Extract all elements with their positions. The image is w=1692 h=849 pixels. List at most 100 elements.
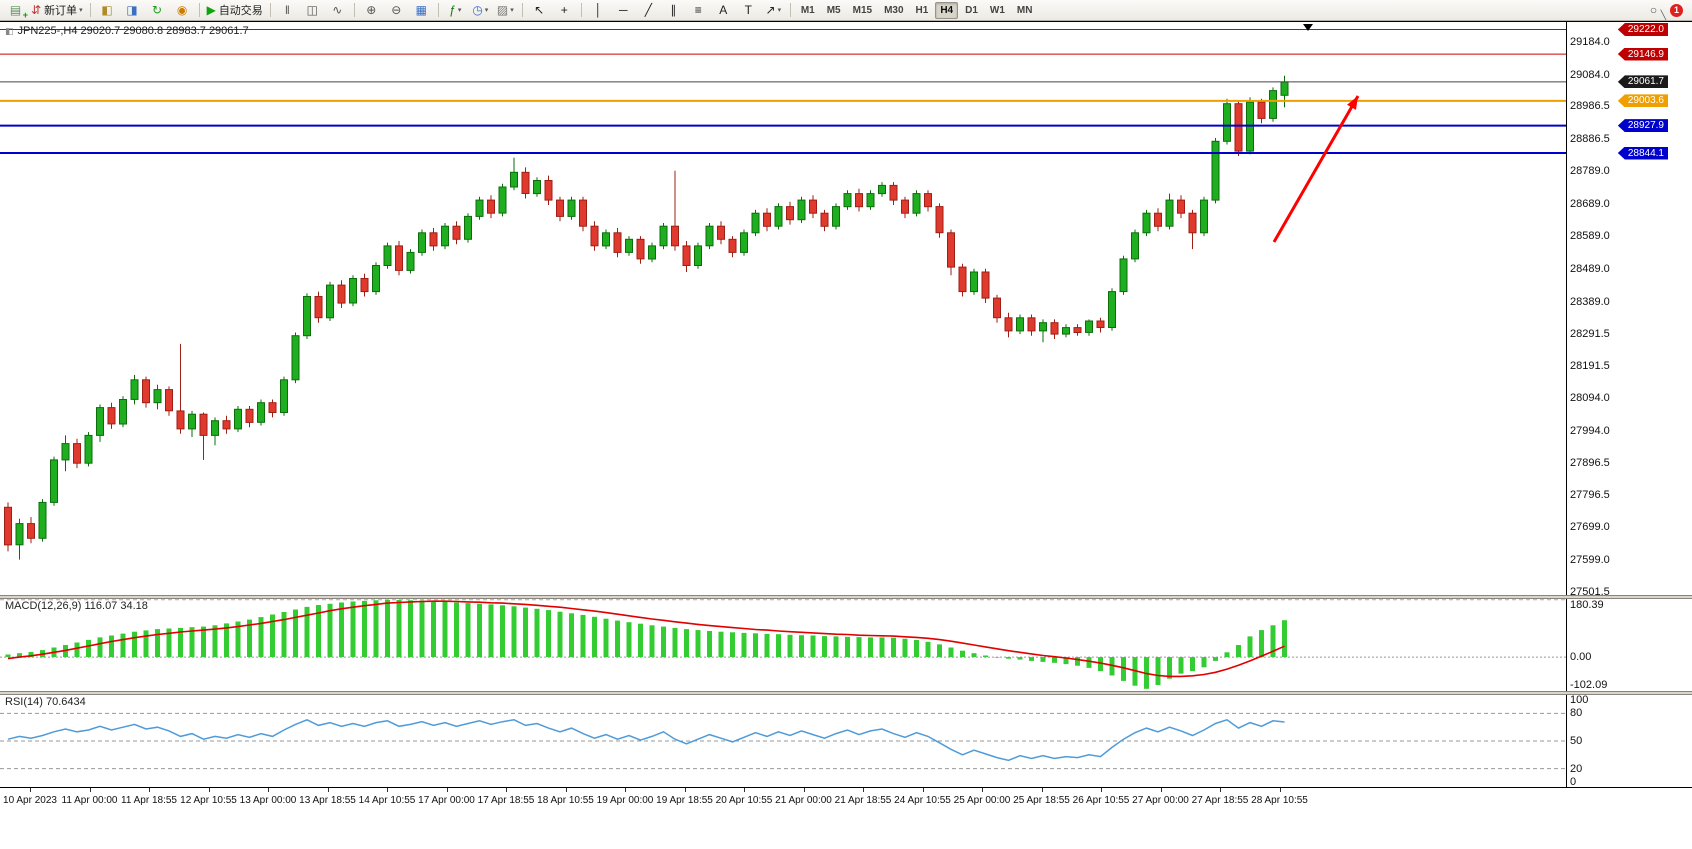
macd-panel[interactable]: MACD(12,26,9) 116.07 34.18 xyxy=(0,599,1566,691)
chart-symbol-icon: ◧ xyxy=(5,25,14,36)
trendline-icon: ╱ xyxy=(644,3,652,17)
text-button[interactable]: A xyxy=(711,1,736,20)
price-tag-29222.0[interactable]: 29222.0 xyxy=(1617,23,1668,37)
rsi-panel[interactable]: RSI(14) 70.6434 xyxy=(0,695,1566,787)
channel-button[interactable]: ∥ xyxy=(661,1,686,20)
vertical-line-button[interactable]: │ xyxy=(586,1,611,20)
time-axis[interactable]: 10 Apr 2023 11 Apr 00:00 11 Apr 18:55 12 Ap… xyxy=(0,788,1692,814)
time-tick xyxy=(506,788,507,792)
crosshair-button[interactable]: + xyxy=(552,1,577,20)
price-axis[interactable]: 29222.0 29146.9 29061.7 29003.6 28927.9 28844… xyxy=(1567,22,1692,598)
community-icon: ◉ xyxy=(176,3,188,17)
zoom-in-icon: ⊕ xyxy=(366,3,377,17)
price-tag-28927.9[interactable]: 28927.9 xyxy=(1617,119,1668,133)
arrows-button[interactable]: ↗ ▾ xyxy=(761,1,786,20)
label-button[interactable]: T xyxy=(736,1,761,20)
timeframe-button-d1[interactable]: D1 xyxy=(965,4,978,16)
timeframe-button-w1[interactable]: W1 xyxy=(989,4,1005,16)
time-axis-label: 25 Apr 00:00 xyxy=(953,795,1011,806)
tile-windows-icon: ▦ xyxy=(415,3,427,17)
text-icon: A xyxy=(719,3,728,17)
time-tick xyxy=(1101,788,1102,792)
price-tag-28844.1[interactable]: 28844.1 xyxy=(1617,146,1668,160)
arrows-icon: ↗ xyxy=(765,3,776,17)
macd-label: MACD(12,26,9) 116.07 34.18 xyxy=(5,600,148,612)
line-chart-icon: ∿ xyxy=(332,3,343,17)
price-axis-label: 28389.0 xyxy=(1570,295,1610,308)
search-button[interactable]: ○ ╲ xyxy=(1641,1,1666,20)
price-axis-label: 27699.0 xyxy=(1570,521,1610,534)
timeframe-button-m5[interactable]: M5 xyxy=(826,4,841,16)
templates-button[interactable]: ▨ ▾ xyxy=(493,1,518,20)
horizontal-line-button[interactable]: ─ xyxy=(611,1,636,20)
new-chart-button[interactable]: ▤ + xyxy=(3,1,28,20)
trend-arrow-annotation[interactable] xyxy=(1272,95,1360,243)
refresh-icon: ↻ xyxy=(152,3,163,17)
macd-signal-line xyxy=(7,600,1285,678)
rsi-axis-label: 20 xyxy=(1570,762,1583,775)
price-tag-29061.7[interactable]: 29061.7 xyxy=(1617,75,1668,89)
chart-canvas[interactable] xyxy=(0,22,1566,595)
toolbar-group: ▶ 自动交易 xyxy=(204,1,266,20)
zoom-in-button[interactable]: ⊕ xyxy=(359,1,384,20)
timeframe-button-m30[interactable]: M30 xyxy=(884,4,904,16)
toolbar-group: ƒ ▾ ◷ ▾ ▨ ▾ xyxy=(443,1,518,20)
time-tick xyxy=(1279,788,1281,792)
community-button[interactable]: ◉ xyxy=(170,1,195,20)
market-watch-button[interactable]: ◨ xyxy=(120,1,145,20)
timeframe-button-m1[interactable]: M1 xyxy=(800,4,815,16)
time-axis-label: 27 Apr 00:00 xyxy=(1132,795,1189,806)
channel-icon: ∥ xyxy=(670,3,677,17)
panel-separator[interactable] xyxy=(0,691,1692,695)
time-tick xyxy=(327,788,329,792)
price-axis-label: 27896.5 xyxy=(1570,456,1610,469)
price-axis-label: 27796.5 xyxy=(1570,489,1610,502)
cursor-icon: ↖ xyxy=(534,3,545,17)
price-axis-label: 28986.5 xyxy=(1570,100,1610,113)
time-tick xyxy=(922,788,924,792)
rsi-label-text: RSI(14) 70.6434 xyxy=(5,696,86,708)
timeframe-button-h4[interactable]: H4 xyxy=(935,1,959,19)
toolbar-group: ⊕ ⊖ ▦ xyxy=(359,1,434,20)
main-chart-panel[interactable]: ◧ JPN225-,H4 29020.7 29080.8 28983.7 290… xyxy=(0,22,1566,595)
periods-icon: ◷ xyxy=(472,3,483,17)
timeframe-button-m15[interactable]: M15 xyxy=(852,4,873,16)
periods-button[interactable]: ◷ ▾ xyxy=(468,1,493,20)
fibonacci-button[interactable]: ≡ xyxy=(686,1,711,20)
price-tag-29003.6[interactable]: 29003.6 xyxy=(1617,94,1668,108)
indicators-button[interactable]: ƒ ▾ xyxy=(443,1,468,20)
line-chart-button[interactable]: ∿ xyxy=(325,1,350,20)
candlestick-chart-button[interactable]: ◫ xyxy=(300,1,325,20)
search-icon: ○ xyxy=(1649,3,1658,17)
trendline-button[interactable]: ╱ xyxy=(636,1,661,20)
new-order-button[interactable]: ⇵ 新订单 ▾ xyxy=(28,1,86,20)
refresh-button[interactable]: ↻ xyxy=(145,1,170,20)
profiles-button[interactable]: ◧ xyxy=(95,1,120,20)
profiles-icon: ◧ xyxy=(101,3,113,17)
time-tick xyxy=(30,788,31,792)
zoom-out-icon: ⊖ xyxy=(391,3,402,17)
time-tick xyxy=(208,788,210,792)
panel-separator[interactable] xyxy=(0,595,1692,599)
bar-chart-button[interactable]: ǁ xyxy=(275,1,300,20)
time-tick xyxy=(982,788,983,792)
tile-windows-button[interactable]: ▦ xyxy=(409,1,434,20)
time-axis-label: 12 Apr 10:55 xyxy=(180,795,237,806)
autotrade-button[interactable]: ▶ 自动交易 xyxy=(204,1,266,20)
market-watch-icon: ◨ xyxy=(126,3,138,17)
chart-shift-marker-icon[interactable] xyxy=(1303,24,1313,31)
plus-overlay-icon: + xyxy=(22,9,28,20)
timeframe-button-h1[interactable]: H1 xyxy=(915,4,929,16)
cursor-button[interactable]: ↖ xyxy=(527,1,552,20)
price-tag-29146.9[interactable]: 29146.9 xyxy=(1617,47,1668,61)
time-tick xyxy=(565,788,567,792)
toolbar-group: │ ─ ╱ ∥ ≡ A T ↗ ▾ xyxy=(586,1,786,20)
timeframe-button-mn[interactable]: MN xyxy=(1016,4,1033,16)
time-tick xyxy=(803,788,805,792)
zoom-out-button[interactable]: ⊖ xyxy=(384,1,409,20)
timeframe-group: M1 M5 M15 M30 H1 H4 D1 W1 MN xyxy=(795,1,1039,19)
time-axis-label: 21 Apr 18:55 xyxy=(834,795,892,806)
rsi-axis-label: 50 xyxy=(1570,735,1583,747)
notification-badge[interactable]: 1 xyxy=(1670,3,1683,17)
toolbar-group: ↖ + xyxy=(527,1,577,20)
